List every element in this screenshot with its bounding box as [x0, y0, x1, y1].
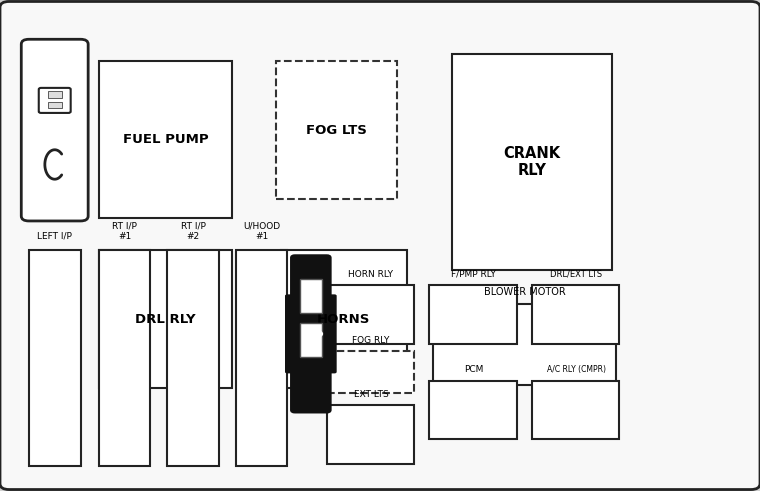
- Bar: [48, 91, 62, 98]
- Text: HORNS: HORNS: [317, 313, 370, 326]
- Bar: [327, 405, 414, 464]
- Bar: [532, 285, 619, 344]
- Circle shape: [313, 331, 322, 337]
- Text: FUEL PUMP: FUEL PUMP: [123, 134, 208, 146]
- FancyBboxPatch shape: [39, 88, 71, 113]
- FancyBboxPatch shape: [285, 295, 299, 374]
- Bar: [327, 351, 414, 393]
- Text: HORN RLY: HORN RLY: [348, 270, 394, 279]
- Bar: [532, 381, 619, 439]
- Bar: [281, 250, 407, 388]
- Bar: [429, 381, 517, 439]
- Bar: [327, 285, 414, 344]
- Text: DRL/EXT LTS: DRL/EXT LTS: [550, 270, 602, 279]
- Text: LEFT I/P: LEFT I/P: [37, 232, 72, 241]
- FancyBboxPatch shape: [291, 255, 331, 412]
- Bar: [99, 61, 232, 218]
- Text: EXT LTS: EXT LTS: [353, 390, 388, 399]
- Bar: [236, 250, 287, 466]
- Bar: [299, 323, 322, 356]
- Bar: [99, 250, 150, 466]
- Bar: [299, 279, 322, 313]
- Text: A/C RLY (CMPR): A/C RLY (CMPR): [546, 365, 606, 374]
- Bar: [48, 102, 62, 108]
- Text: U/HOOD
#1: U/HOOD #1: [243, 221, 280, 241]
- Bar: [276, 61, 397, 199]
- Text: RT I/P
#2: RT I/P #2: [181, 221, 205, 241]
- Bar: [452, 54, 612, 270]
- Text: CRANK
RLY: CRANK RLY: [503, 146, 561, 178]
- FancyBboxPatch shape: [323, 295, 337, 374]
- Bar: [29, 250, 81, 466]
- Text: PCM: PCM: [464, 365, 483, 374]
- FancyBboxPatch shape: [21, 39, 88, 221]
- Bar: [99, 250, 232, 388]
- Text: FOG LTS: FOG LTS: [306, 124, 367, 136]
- Bar: [433, 304, 616, 385]
- Bar: [167, 250, 219, 466]
- Text: BLOWER MOTOR: BLOWER MOTOR: [483, 287, 565, 297]
- Text: DRL RLY: DRL RLY: [135, 313, 196, 326]
- Bar: [429, 285, 517, 344]
- Text: F/PMP RLY: F/PMP RLY: [451, 270, 496, 279]
- Text: RT I/P
#1: RT I/P #1: [112, 221, 137, 241]
- Text: FOG RLY: FOG RLY: [352, 336, 390, 345]
